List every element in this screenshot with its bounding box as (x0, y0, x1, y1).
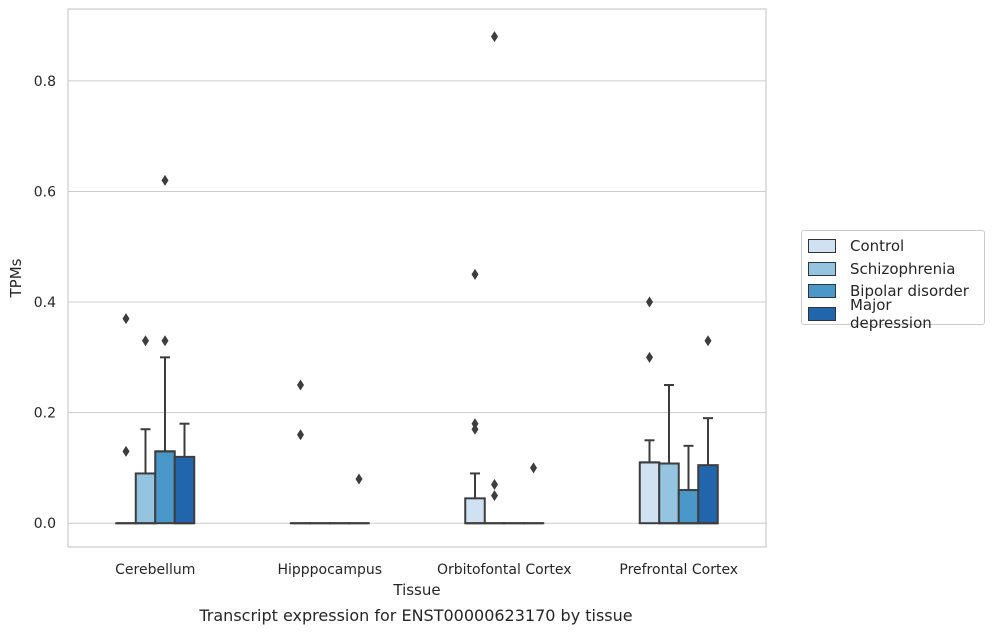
box (677, 489, 700, 525)
outlier-point (491, 490, 498, 502)
legend-item: Control (808, 235, 978, 258)
figure-caption: Transcript expression for ENST0000062317… (199, 606, 633, 625)
outlier-point (646, 351, 653, 363)
outlier-point (471, 268, 479, 280)
legend-label: Schizophrenia (850, 259, 956, 278)
x-tick-label: Orbitofontal Cortex (437, 562, 572, 578)
y-tick-label: 0.0 (34, 516, 56, 532)
legend-swatch (808, 261, 836, 276)
x-tick-label: Cerebellum (115, 562, 195, 578)
y-tick-label: 0.6 (34, 184, 56, 200)
legend-label: Bipolar disorder (850, 282, 969, 301)
box (154, 450, 176, 525)
outlier-point (704, 335, 712, 347)
outlier-point (142, 335, 149, 347)
outlier-point (161, 335, 169, 347)
outlier-point (471, 423, 479, 435)
outlier-point (122, 313, 130, 325)
legend-swatch (808, 239, 836, 254)
legend-item: Bipolar disorder (808, 280, 978, 303)
box (697, 464, 719, 525)
outlier-point (491, 479, 498, 491)
legend-swatch (808, 284, 836, 299)
outlier-point (297, 379, 304, 391)
y-axis-label: TPMs (7, 258, 25, 298)
x-tick-label: Prefrontal Cortex (619, 562, 738, 578)
legend-label: Control (850, 237, 905, 256)
legend-item: Schizophrenia (808, 258, 978, 281)
outlier-point (471, 418, 479, 430)
outlier-point (161, 174, 169, 186)
outlier-point (355, 473, 363, 485)
outlier-point (646, 296, 653, 308)
outlier-point (122, 445, 130, 457)
outlier-point (491, 31, 498, 43)
x-axis-label: Tissue (392, 581, 440, 599)
box (464, 497, 486, 525)
outlier-point (297, 429, 304, 441)
outlier-point (530, 462, 537, 474)
legend-item: Major depression (808, 296, 978, 332)
legend-swatch (808, 306, 836, 321)
y-tick-label: 0.4 (34, 295, 56, 311)
box (134, 472, 157, 525)
box (638, 461, 661, 525)
x-tick-label: Hipppocampus (277, 562, 382, 578)
legend: Control Schizophrenia Bipolar disorder Majo… (801, 230, 985, 332)
legend-label: Major depression (849, 295, 932, 332)
box (658, 462, 680, 525)
box (173, 455, 196, 525)
y-tick-label: 0.2 (34, 406, 56, 422)
y-tick-label: 0.8 (34, 74, 56, 90)
